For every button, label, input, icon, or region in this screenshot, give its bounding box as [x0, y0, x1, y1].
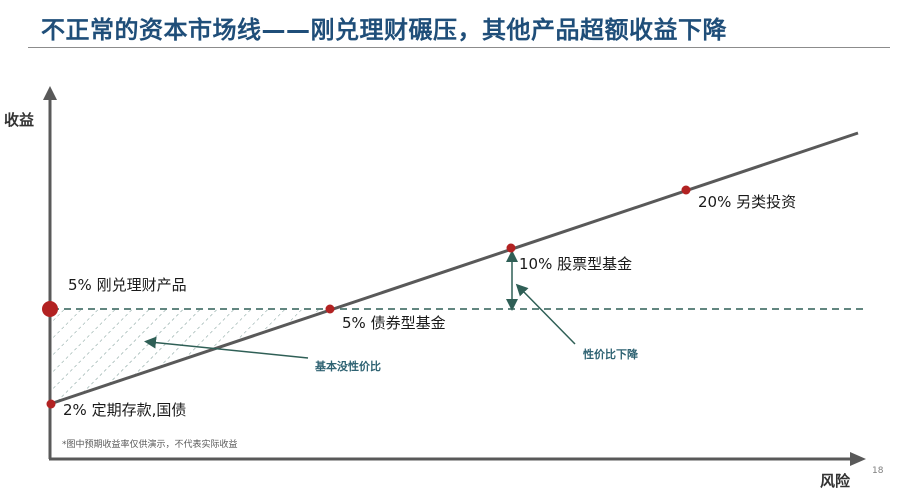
- x-axis-arrow: [850, 452, 866, 466]
- point-deposit: [46, 399, 56, 409]
- footnote: *图中预期收益率仅供演示，不代表实际收益: [62, 440, 238, 450]
- point-label-alternative: 20% 另类投资: [698, 193, 797, 211]
- capital-market-line: [49, 131, 859, 406]
- page-number: 18: [872, 466, 884, 476]
- no-value-arrow: [144, 336, 309, 359]
- title-divider: [28, 47, 890, 48]
- x-axis-label: 风险: [820, 472, 851, 490]
- value-down-arrow: [515, 283, 576, 345]
- point-label-bond-fund: 5% 债券型基金: [342, 314, 446, 332]
- point-alternative: [681, 185, 691, 195]
- point-label-wealth-product: 5% 刚兑理财产品: [68, 276, 187, 294]
- point-label-stock-fund: 10% 股票型基金: [519, 255, 633, 273]
- point-label-deposit: 2% 定期存款,国债: [63, 401, 187, 419]
- annotation-value-down: 性价比下降: [583, 348, 638, 361]
- point-wealth-product: [42, 301, 58, 317]
- point-bond-fund: [325, 304, 335, 314]
- annotation-no-value: 基本没性价比: [315, 360, 381, 373]
- point-stock-fund: [506, 243, 516, 253]
- y-axis-arrow: [43, 86, 57, 100]
- y-axis-label: 收益: [4, 111, 35, 129]
- page-title: 不正常的资本市场线——刚兑理财碾压，其他产品超额收益下降: [41, 16, 727, 44]
